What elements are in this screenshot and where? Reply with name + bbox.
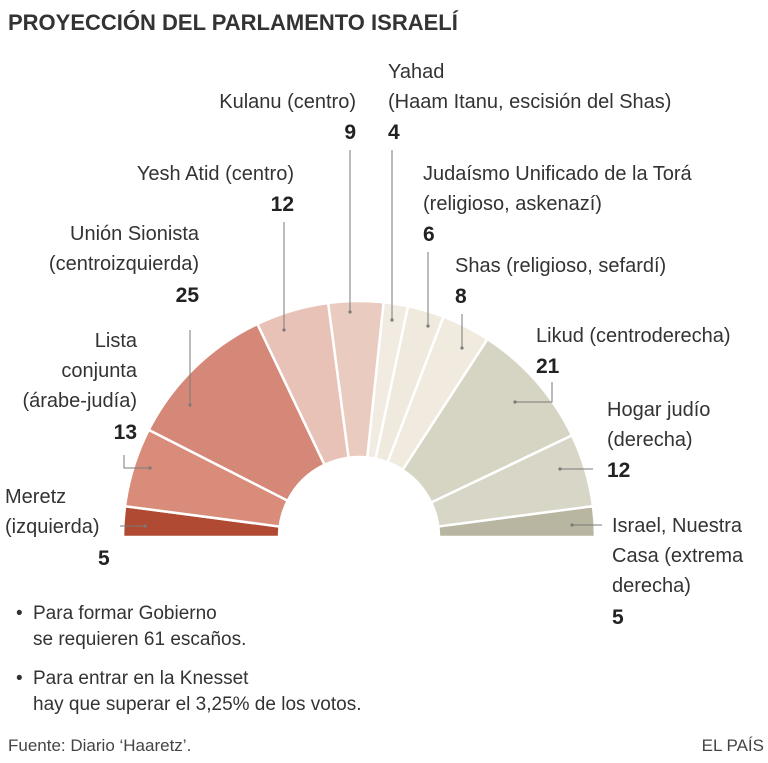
seat-count: 12 (271, 193, 294, 216)
party-label: Yahad (388, 61, 444, 83)
leader-dot (460, 346, 464, 350)
party-label: Meretz (5, 486, 66, 508)
party-label: conjunta (61, 360, 137, 382)
leader-line (123, 455, 150, 469)
party-label: Lista (95, 330, 138, 352)
seat-count: 12 (607, 459, 630, 482)
bullet: • (16, 603, 23, 624)
seat-segments (121, 299, 597, 539)
seat-count: 25 (176, 284, 200, 307)
leader-dot (558, 467, 562, 471)
seat-segment-11 (436, 504, 597, 539)
credit: EL PAÍS (702, 736, 764, 755)
leader-dot (513, 400, 517, 404)
leader-dot (282, 328, 286, 332)
bullet: • (16, 668, 23, 689)
seat-count: 8 (455, 285, 467, 308)
party-label: (derecha) (607, 429, 693, 451)
party-label: Judaísmo Unificado de la Torá (423, 163, 693, 185)
leader-dot (148, 466, 152, 470)
party-label: Casa (extrema (612, 545, 744, 567)
party-labels: Meretz (izquierda) 5 Lista conjunta (árabe-ju… (5, 61, 744, 629)
party-label: Israel, Nuestra (612, 515, 743, 537)
leader-lines (120, 150, 602, 528)
party-label: Unión Sionista (70, 223, 200, 245)
party-label: (izquierda) (5, 516, 99, 538)
party-label: (centroizquierda) (49, 253, 199, 275)
leader-dot (348, 310, 352, 314)
party-label: Shas (religioso, sefardí) (455, 255, 666, 277)
party-label: (Haam Itanu, escisión del Shas) (388, 91, 671, 113)
party-label: Yesh Atid (centro) (137, 163, 294, 185)
leader-dot (426, 324, 430, 328)
seat-count: 6 (423, 223, 435, 246)
seat-count: 5 (612, 606, 624, 629)
footnote-line: Para formar Gobierno (33, 603, 217, 624)
party-label: derecha) (612, 575, 691, 597)
leader-dot (143, 524, 147, 528)
seat-segment-9 (400, 337, 574, 505)
seat-count: 13 (114, 421, 137, 444)
leader-line (515, 382, 553, 403)
leader-dot (188, 403, 192, 407)
leader-dot (390, 318, 394, 322)
seat-count: 9 (344, 121, 356, 144)
party-label: Hogar judío (607, 399, 710, 421)
party-label: Kulanu (centro) (219, 91, 356, 113)
source-note: Fuente: Diario ‘Haaretz’. (8, 736, 191, 755)
seat-segment-3 (147, 322, 327, 503)
seat-count: 4 (388, 121, 400, 144)
party-label: Likud (centroderecha) (536, 325, 731, 347)
party-label: (árabe-judía) (22, 390, 137, 412)
footnote-line: Para entrar en la Knesset (33, 668, 249, 689)
party-label: (religioso, askenazí) (423, 193, 602, 215)
seat-count: 5 (98, 547, 110, 570)
chart-title: PROYECCIÓN DEL PARLAMENTO ISRAELÍ (8, 10, 459, 35)
leader-dot (570, 523, 574, 527)
footnotes: • Para formar Gobierno se requieren 61 esc… (16, 603, 361, 715)
footnote-line: hay que superar el 3,25% de los votos. (33, 694, 361, 715)
footnote-line: se requieren 61 escaños. (33, 629, 246, 650)
seat-count: 21 (536, 355, 560, 378)
